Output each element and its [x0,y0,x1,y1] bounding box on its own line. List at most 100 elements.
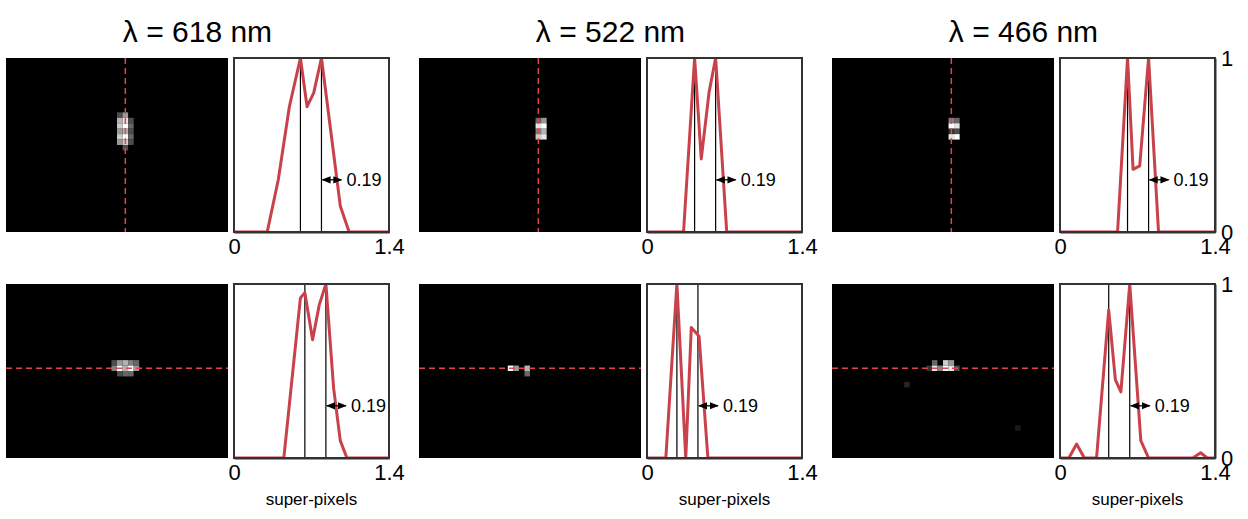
y-axis: 01 [1215,272,1233,471]
cut-line [538,58,540,232]
separation-arrow [327,405,346,406]
separation-label: 0.19 [347,170,382,190]
pixel [541,118,547,123]
panel-title: λ = 466 nm [949,15,1098,48]
separation-label: 0.19 [351,396,386,416]
x-tick-label: 1.4 [374,234,405,259]
pixel [117,112,123,117]
x-tick: 0 [228,232,240,259]
pixel [524,371,530,376]
cut-line [125,58,127,232]
profile-line [647,284,802,458]
pixel [954,123,960,128]
pixel [128,371,134,376]
separation-label: 0.19 [723,396,758,416]
pixel [954,129,960,134]
pixel [541,134,547,139]
plot-background [234,58,389,232]
pixel [123,371,129,376]
x-axis: 01.4 [228,232,404,259]
pixel [128,140,134,145]
profile-line [234,284,389,458]
separation-label: 0.19 [1155,396,1190,416]
image-background [6,284,228,458]
plot-area [1060,284,1215,458]
pixel [128,129,134,134]
pixel [128,123,134,128]
x-tick: 0 [641,232,653,259]
x-tick: 0 [228,458,240,485]
pixel [117,360,123,365]
cut-line [951,58,953,232]
x-tick-label: 0 [228,234,240,259]
pixel [134,360,140,365]
y-tick-label: 1 [1221,272,1233,297]
axis-line [648,458,803,460]
separation-arrow [717,179,736,180]
pixel [117,118,123,123]
image-background [419,58,641,232]
y-tick-label: 1 [1221,46,1233,71]
peak-marker [321,58,322,232]
x-tick: 0 [641,458,653,485]
image-panel [419,58,641,232]
pixel [128,118,134,123]
image-background [6,58,228,232]
pixel [128,134,134,139]
plot-background [234,284,389,458]
pixel [904,382,910,387]
profile-line [234,58,389,232]
plot-area [234,284,389,458]
peak-marker [325,284,326,458]
y-tick-label: 0 [1221,220,1233,245]
y-axis: 01 [1215,46,1233,245]
cut-line [6,368,228,370]
pixel [541,123,547,128]
axis-line [1061,232,1216,234]
plot-frame [647,284,802,458]
pixel [117,140,123,145]
x-axis: 01.4 [1054,232,1230,259]
pixel [117,371,123,376]
panel-title: λ = 618 nm [123,15,272,48]
separation-label: 0.19 [741,170,776,190]
plot-background [1060,58,1215,232]
x-tick-label: 1.4 [787,460,818,485]
axis-line [1215,285,1217,459]
plot-background [647,284,802,458]
plot-background [1060,284,1215,458]
axis-line [1061,458,1216,460]
x-tick: 1.4 [374,232,405,259]
x-tick: 1.4 [374,458,405,485]
x-axis: 01.4 [1054,458,1230,485]
x-axis-title: super-pixels [1092,490,1184,509]
plot-frame [1060,58,1215,232]
pixel [111,360,117,365]
image-background [832,284,1054,458]
pixel [128,360,134,365]
profile-line [647,58,802,232]
x-tick: 1.4 [787,232,818,259]
x-tick-label: 0 [1054,460,1066,485]
x-axis: 01.4 [228,458,404,485]
plot-area [234,58,389,232]
x-tick: 1.4 [787,458,818,485]
image-background [832,58,1054,232]
profile-line [1060,284,1215,458]
peak-marker [304,284,305,458]
separation-arrow [1150,179,1169,180]
y-tick: 0 [1215,446,1233,471]
figure: λ = 618 nm0.1901.4λ = 522 nm0.1901.4λ = … [0,0,1248,519]
pixel [123,123,129,128]
cut-line [419,368,641,370]
plot-area [647,284,802,458]
plot-background [647,58,802,232]
x-tick-label: 1.4 [374,460,405,485]
image-panel [6,284,228,458]
x-tick-label: 0 [228,460,240,485]
pixel [117,123,123,128]
plot-area [1060,58,1215,232]
image-panel [832,284,1054,458]
pixel [949,360,955,365]
x-tick-label: 0 [641,460,653,485]
